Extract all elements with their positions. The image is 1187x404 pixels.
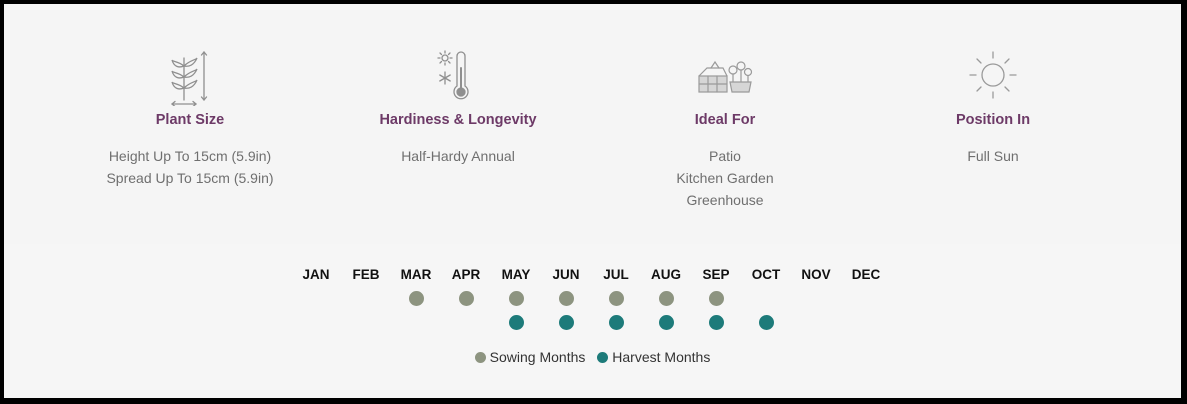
spec-values: Half-Hardy Annual (328, 145, 588, 167)
legend-label: Harvest Months (612, 349, 711, 365)
sowing-swatch (474, 352, 486, 363)
spec-values: Patio Kitchen Garden Greenhouse (595, 145, 855, 211)
specs-row: Plant Size Height Up To 15cm (5.9in) Spr… (4, 4, 1181, 244)
spec-value: Greenhouse (686, 192, 764, 208)
month-label: SEP (702, 267, 730, 282)
plant-size-icon (160, 46, 220, 106)
sowing-dot (658, 291, 674, 306)
month-label: JUL (603, 267, 629, 282)
sowing-dot (508, 291, 524, 306)
sowing-dot (458, 291, 474, 306)
harvest-dot (508, 315, 524, 330)
harvest-dot (758, 315, 774, 330)
spec-value: Kitchen Garden (676, 170, 774, 186)
greenhouse-icon (695, 46, 755, 106)
spec-value: Patio (709, 148, 741, 164)
month-label: JAN (302, 267, 330, 282)
spec-value: Spread Up To 15cm (5.9in) (106, 170, 274, 186)
sowing-dot (608, 291, 624, 306)
spec-value: Height Up To 15cm (5.9in) (108, 148, 272, 164)
month-label: APR (451, 267, 481, 282)
month-label: DEC (851, 267, 881, 282)
month-label: MAY (501, 267, 531, 282)
thermometer-icon (428, 46, 488, 106)
month-label: NOV (801, 267, 831, 282)
harvest-dot (708, 315, 724, 330)
sowing-harvest-calendar: Sowing Months Harvest Months JAN FEB MAR AP… (4, 244, 1181, 398)
harvest-dot (608, 315, 624, 330)
month-label: OCT (751, 267, 781, 282)
month-label: JUN (552, 267, 580, 282)
legend-label: Sowing Months (489, 349, 586, 365)
sowing-dot (558, 291, 574, 306)
harvest-swatch (597, 352, 609, 363)
spec-value: Half-Hardy Annual (401, 148, 515, 164)
harvest-dot (558, 315, 574, 330)
sowing-dot (708, 291, 724, 306)
harvest-dot (658, 315, 674, 330)
legend-item-sowing: Sowing Months (474, 349, 586, 365)
sun-icon (963, 46, 1023, 106)
spec-title: Hardiness & Longevity (379, 112, 537, 128)
sowing-dot (408, 291, 424, 306)
spec-title: Ideal For (694, 112, 756, 128)
month-label: MAR (400, 267, 432, 282)
spec-values: Full Sun (863, 145, 1123, 167)
calendar-legend: Sowing Months Harvest Months (4, 349, 1181, 365)
legend-item-harvest: Harvest Months (597, 349, 710, 365)
month-label: AUG (651, 267, 681, 282)
spec-values: Height Up To 15cm (5.9in) Spread Up To 1… (60, 145, 320, 189)
product-attributes-panel: Plant Size Height Up To 15cm (5.9in) Spr… (4, 4, 1181, 398)
spec-value: Full Sun (967, 148, 1019, 164)
month-label: FEB (352, 267, 380, 282)
spec-title: Position In (955, 112, 1031, 128)
spec-title: Plant Size (155, 112, 225, 128)
